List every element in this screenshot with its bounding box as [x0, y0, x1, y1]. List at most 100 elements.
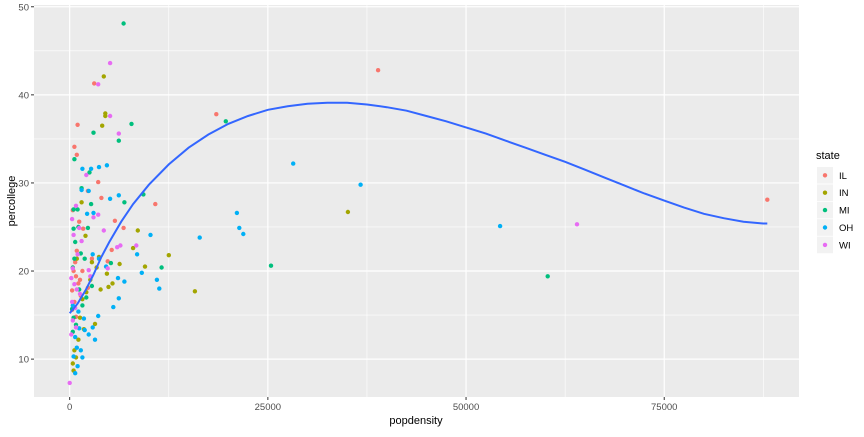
x-tick-label: 0 — [67, 402, 72, 413]
series-mi — [69, 21, 550, 334]
data-point — [86, 188, 91, 194]
data-point — [77, 291, 83, 297]
data-point — [96, 212, 101, 217]
major-gridlines — [34, 5, 799, 397]
legend-point-icon — [822, 225, 828, 230]
data-point — [234, 210, 240, 216]
data-point — [135, 228, 140, 233]
data-point — [70, 318, 76, 323]
legend-point-icon — [822, 242, 828, 248]
data-point — [115, 275, 121, 281]
data-point — [105, 266, 110, 271]
data-point — [73, 239, 78, 245]
y-tick-label: 20 — [18, 267, 29, 278]
data-point — [101, 74, 107, 79]
data-point — [89, 260, 95, 265]
data-point — [130, 245, 136, 251]
series-wi — [67, 60, 580, 386]
data-point — [223, 119, 228, 124]
data-point — [122, 200, 127, 205]
data-point — [108, 260, 114, 266]
loess-smooth-line — [68, 101, 768, 314]
plot-panel — [34, 5, 799, 397]
data-point — [197, 235, 202, 240]
data-point — [358, 182, 363, 187]
data-point — [154, 277, 160, 282]
data-point — [92, 81, 97, 86]
data-point — [86, 332, 91, 337]
data-point — [134, 243, 139, 248]
data-point — [99, 195, 104, 201]
data-point — [105, 259, 110, 264]
data-point — [80, 166, 85, 171]
data-point — [166, 253, 171, 258]
data-point — [87, 170, 92, 175]
data-point — [291, 161, 296, 166]
data-point — [74, 152, 80, 157]
data-point — [81, 226, 86, 231]
data-point — [71, 207, 76, 212]
data-point — [81, 316, 87, 321]
data-point — [104, 163, 110, 168]
data-point — [76, 337, 81, 342]
data-point — [148, 232, 153, 238]
data-point — [82, 327, 87, 333]
data-point — [117, 261, 122, 267]
data-point — [96, 164, 102, 170]
data-point — [214, 112, 219, 117]
data-point — [69, 299, 75, 305]
data-point — [574, 222, 580, 227]
data-point — [345, 209, 351, 215]
data-point — [71, 226, 76, 231]
data-point — [192, 289, 198, 294]
data-point — [74, 287, 80, 292]
data-point — [89, 283, 95, 289]
legend-item-il: IL — [817, 167, 847, 184]
data-point — [153, 201, 158, 207]
legend-point-icon — [822, 207, 828, 213]
x-axis: 0 25000 50000 75000 — [67, 397, 677, 413]
data-point — [83, 233, 88, 238]
data-point — [139, 270, 144, 275]
data-point — [106, 284, 111, 290]
data-point — [765, 197, 770, 202]
data-point — [84, 172, 89, 178]
data-point — [84, 211, 90, 216]
data-point — [92, 321, 98, 327]
data-point — [545, 274, 550, 279]
x-axis-title: popdensity — [389, 415, 443, 427]
data-point — [67, 380, 72, 386]
data-point — [116, 296, 122, 301]
data-point — [98, 287, 103, 292]
data-point — [71, 232, 76, 238]
legend-items: IL IN MI OH WI — [817, 167, 853, 254]
y-axis: 10 20 30 40 50 — [18, 2, 34, 366]
y-tick-label: 50 — [18, 2, 29, 13]
data-point — [89, 256, 95, 261]
x-tick-label: 50000 — [453, 402, 479, 413]
data-point — [75, 252, 80, 257]
legend-label: IN — [839, 188, 849, 199]
legend-point-icon — [822, 190, 828, 195]
data-point — [80, 355, 85, 360]
legend-item-wi: WI — [817, 236, 851, 254]
data-point — [88, 201, 94, 207]
data-point — [157, 286, 162, 291]
data-point — [69, 275, 74, 281]
data-point — [76, 281, 81, 286]
data-point — [88, 166, 94, 171]
data-point — [73, 325, 79, 330]
data-point — [90, 325, 95, 330]
data-point — [85, 225, 91, 231]
data-point — [73, 260, 78, 265]
x-tick-label: 25000 — [255, 402, 281, 413]
data-point — [109, 247, 114, 253]
data-point — [73, 334, 78, 340]
data-point — [72, 157, 77, 162]
data-point — [121, 225, 126, 231]
data-point — [75, 122, 80, 128]
legend: state IL IN MI OH WI — [816, 150, 853, 254]
data-point — [71, 354, 76, 359]
data-point — [77, 315, 83, 320]
